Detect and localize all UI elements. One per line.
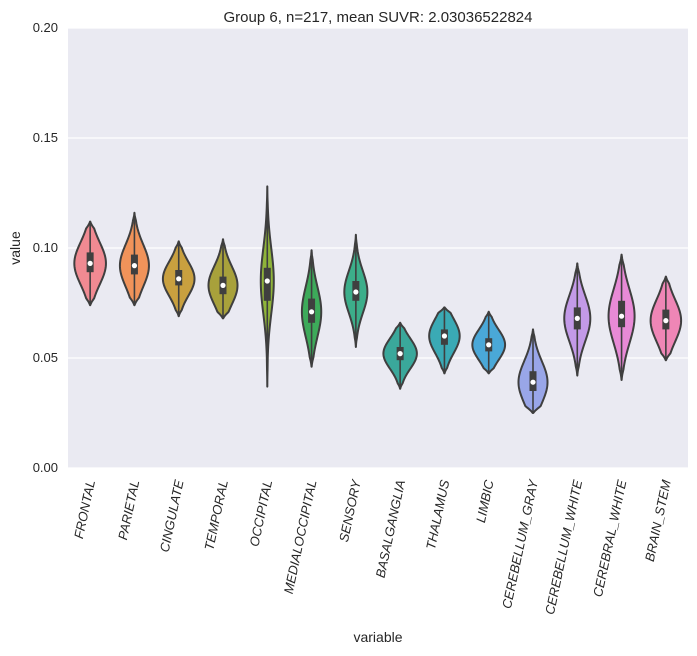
x-tick-label-cingulate: CINGULATE <box>157 478 187 553</box>
violin-median-dot <box>353 289 359 295</box>
violin-median-dot <box>176 276 182 282</box>
violin-median-dot <box>220 282 226 288</box>
y-axis-label: value <box>7 231 23 265</box>
violin-iqr-box <box>263 267 271 301</box>
y-tick-label: 0.10 <box>33 240 58 255</box>
x-tick-label-cerebellum_gray: CEREBELLUM_GRAY <box>499 477 541 610</box>
violin-median-dot <box>486 342 492 348</box>
violin-median-dot <box>441 333 448 339</box>
x-tick-label-parietal: PARIETAL <box>115 479 142 542</box>
violins <box>73 185 683 414</box>
x-tick-label-limbic: LIMBIC <box>473 478 497 524</box>
y-tick-label: 0.00 <box>33 460 58 475</box>
y-tick-label: 0.15 <box>33 130 58 145</box>
x-tick-label-temporal: TEMPORAL <box>201 479 231 552</box>
x-tick-label-medialoccipital: MEDIALOCCIPITAL <box>281 479 320 596</box>
y-tick-labels: 0.00 0.05 0.10 0.15 0.20 <box>33 20 58 475</box>
x-axis-label: variable <box>353 629 402 645</box>
violin-median-dot <box>131 263 138 269</box>
violin-median-dot <box>87 260 93 266</box>
x-tick-label-cerebral_white: CEREBRAL_WHITE <box>590 478 630 598</box>
x-tick-label-frontal: FRONTAL <box>71 479 98 541</box>
x-tick-label-thalamus: THALAMUS <box>423 478 452 551</box>
x-tick-label-cerebellum_white: CEREBELLUM_WHITE <box>542 478 585 616</box>
x-tick-label-brain_stem: BRAIN_STEM <box>642 478 674 563</box>
x-tick-label-sensory: SENSORY <box>336 477 364 543</box>
x-tick-label-basalganglia: BASALGANGLIA <box>373 479 408 580</box>
violin-median-dot <box>618 313 625 319</box>
violin-median-dot <box>308 309 315 315</box>
x-tick-labels: FRONTAL PARIETAL CINGULATE TEMPORAL OCCIPITA… <box>71 477 674 616</box>
violin-median-dot <box>574 315 580 321</box>
violin-median-dot <box>397 351 403 357</box>
y-tick-label: 0.05 <box>33 350 58 365</box>
violin-median-dot <box>663 318 669 324</box>
y-tick-label: 0.20 <box>33 20 58 35</box>
grid-lines <box>68 27 688 469</box>
x-tick-label-occipital: OCCIPITAL <box>246 479 275 548</box>
violin-median-dot <box>264 278 270 284</box>
violin-median-dot <box>530 379 536 385</box>
chart-title: Group 6, n=217, mean SUVR: 2.03036522824 <box>224 9 533 26</box>
